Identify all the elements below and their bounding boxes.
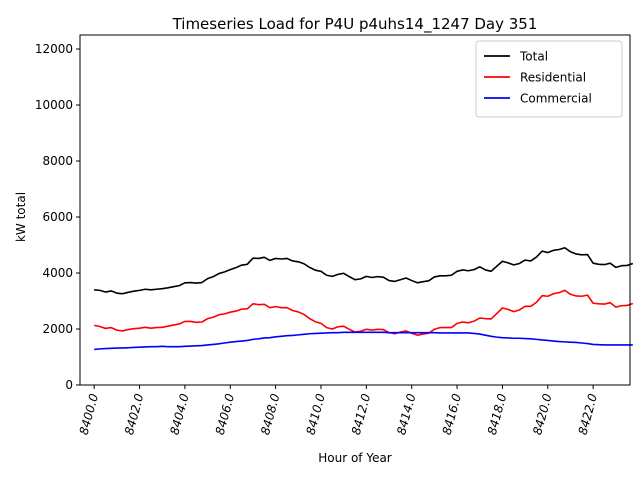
legend-label-total: Total <box>519 50 548 64</box>
legend: Total Residential Commercial <box>475 40 623 118</box>
series-line-total <box>94 247 634 295</box>
y-tick-label: 0 <box>65 378 73 392</box>
legend-box <box>475 40 623 118</box>
y-tick-label: 12000 <box>35 42 73 56</box>
x-tick-label: 8416.0 <box>440 392 464 437</box>
y-axis-label: kW total <box>14 192 28 242</box>
legend-label-residential: Residential <box>520 71 586 85</box>
x-tick-label: 8408.0 <box>258 392 282 437</box>
y-tick-label: 8000 <box>42 154 73 168</box>
x-tick-label: 8412.0 <box>349 392 373 437</box>
x-tick-label: 8414.0 <box>394 392 418 437</box>
x-tick-label: 8402.0 <box>122 392 146 437</box>
x-tick-label: 8406.0 <box>213 392 237 437</box>
x-axis-label: Hour of Year <box>318 451 392 465</box>
x-tick-label: 8422.0 <box>576 392 600 437</box>
x-tick-label: 8404.0 <box>167 392 191 437</box>
chart-title: Timeseries Load for P4U p4uhs14_1247 Day… <box>172 15 538 34</box>
y-tick-label: 4000 <box>42 266 73 280</box>
legend-label-commercial: Commercial <box>520 92 592 106</box>
x-tick-label: 8410.0 <box>303 392 327 437</box>
x-axis: 8400.0 8402.0 8404.0 8406.0 8408.0 8410.0 8412… <box>77 385 600 436</box>
y-axis: 0 2000 4000 6000 8000 10000 12000 <box>35 42 80 392</box>
series-line-commercial <box>94 331 633 351</box>
y-tick-label: 10000 <box>35 98 73 112</box>
x-tick-label: 8400.0 <box>77 392 101 437</box>
y-tick-label: 6000 <box>42 210 73 224</box>
x-tick-label: 8418.0 <box>485 392 509 437</box>
y-tick-label: 2000 <box>42 322 73 336</box>
series-line-residential <box>94 289 634 336</box>
plot-frame <box>79 34 631 386</box>
x-tick-label: 8420.0 <box>530 392 554 437</box>
